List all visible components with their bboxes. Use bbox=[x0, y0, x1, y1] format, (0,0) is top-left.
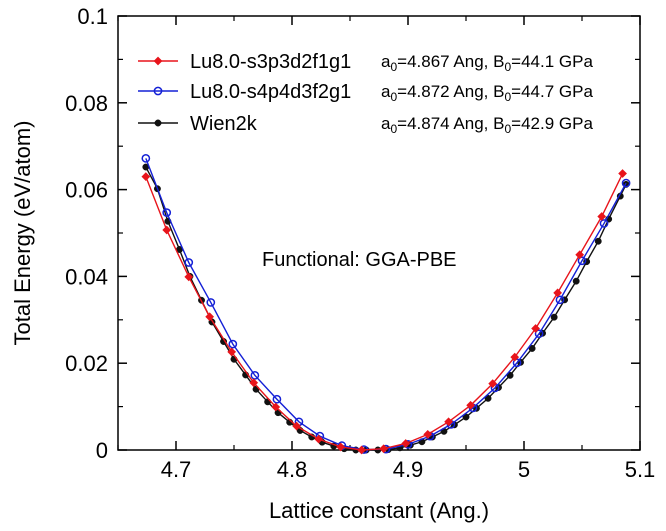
data-point bbox=[488, 379, 498, 388]
parameter-text: B bbox=[493, 52, 504, 71]
data-point bbox=[357, 445, 366, 455]
y-tick-label: 0.1 bbox=[77, 4, 108, 29]
data-point bbox=[575, 250, 585, 260]
legend-label: Lu8.0-s4p4d3f2g1 bbox=[190, 81, 351, 103]
x-tick-label: 5.1 bbox=[625, 457, 656, 482]
parameter-text: =42.9 GPa bbox=[511, 114, 593, 133]
data-point bbox=[184, 258, 194, 267]
data-point bbox=[555, 295, 565, 305]
y-tick-label: 0.02 bbox=[65, 351, 108, 376]
data-point bbox=[528, 344, 536, 352]
parameter-text: a bbox=[381, 114, 391, 133]
series-0 bbox=[141, 169, 627, 455]
y-tick-label: 0 bbox=[96, 438, 108, 463]
data-point bbox=[141, 172, 151, 181]
data-point bbox=[621, 178, 631, 188]
x-tick-label: 4.9 bbox=[393, 457, 424, 482]
legend-item: Wien2k a0=4.874 Ang, B0=42.9 GPa bbox=[138, 113, 593, 136]
legend-item: Lu8.0-s4p4d3f2g1 a0=4.872 Ang, B0=44.7 GP… bbox=[138, 81, 593, 104]
series-line bbox=[145, 158, 627, 451]
parameter-text: =44.1 GPa bbox=[511, 52, 593, 71]
data-point bbox=[599, 219, 609, 228]
data-point bbox=[597, 212, 607, 221]
data-point bbox=[423, 430, 433, 439]
data-point bbox=[553, 288, 563, 298]
x-axis: 4.7 4.8 4.9 5 5.1 bbox=[117, 16, 656, 482]
data-point bbox=[314, 434, 324, 444]
legend-parameters: a0=4.867 Ang, B0=44.1 GPa bbox=[381, 52, 593, 74]
data-point bbox=[618, 169, 627, 178]
x-tick-label: 5 bbox=[518, 457, 530, 482]
subscript: 0 bbox=[390, 122, 397, 136]
data-point bbox=[531, 324, 540, 333]
data-point bbox=[510, 352, 520, 362]
parameter-text: B bbox=[493, 82, 504, 101]
data-point bbox=[379, 444, 389, 454]
data-point bbox=[550, 313, 558, 321]
data-point bbox=[572, 277, 580, 285]
parameter-text: =44.7 GPa bbox=[511, 82, 593, 101]
data-point bbox=[249, 378, 259, 388]
x-tick-label: 4.7 bbox=[161, 457, 192, 482]
legend-marker bbox=[154, 119, 162, 127]
data-point bbox=[577, 256, 587, 266]
data-point bbox=[444, 417, 453, 427]
data-point bbox=[162, 225, 172, 235]
parameter-text: =4.874 Ang, bbox=[397, 114, 493, 133]
y-tick-label: 0.04 bbox=[65, 264, 108, 289]
functional-annotation: Functional: GGA-PBE bbox=[262, 249, 457, 271]
parameter-text: =4.867 Ang, bbox=[397, 52, 493, 71]
data-point bbox=[534, 329, 544, 339]
data-point bbox=[184, 272, 194, 282]
data-point bbox=[141, 154, 151, 163]
subscript: 0 bbox=[504, 122, 511, 136]
series-line bbox=[145, 173, 624, 451]
y-axis: 0 0.02 0.04 0.06 0.08 0.1 bbox=[65, 4, 640, 463]
x-tick-label: 4.8 bbox=[277, 457, 308, 482]
y-tick-label: 0.08 bbox=[65, 91, 108, 116]
data-point bbox=[205, 312, 215, 322]
subscript: 0 bbox=[390, 90, 397, 104]
data-point bbox=[228, 339, 238, 349]
data-point bbox=[272, 394, 282, 404]
series-1 bbox=[141, 154, 631, 454]
data-point bbox=[271, 402, 281, 412]
parameter-text: a bbox=[381, 82, 391, 101]
legend-marker bbox=[153, 56, 163, 66]
data-point bbox=[336, 442, 346, 452]
parameter-text: =4.872 Ang, bbox=[397, 82, 493, 101]
legend-marker bbox=[153, 86, 163, 96]
subscript: 0 bbox=[504, 60, 511, 74]
y-axis-label: Total Energy (eV/atom) bbox=[10, 121, 35, 346]
data-point bbox=[401, 439, 411, 448]
x-axis-label: Lattice constant (Ang.) bbox=[269, 498, 489, 523]
legend-item: Lu8.0-s3p3d2f1g1 a0=4.867 Ang, B0=44.1 GP… bbox=[138, 51, 593, 74]
data-point bbox=[206, 298, 216, 307]
data-point bbox=[250, 371, 260, 380]
data-point bbox=[292, 421, 302, 431]
subscript: 0 bbox=[504, 90, 511, 104]
subscript: 0 bbox=[390, 60, 397, 74]
data-point bbox=[162, 208, 172, 217]
data-point bbox=[227, 347, 237, 357]
legend-parameters: a0=4.872 Ang, B0=44.7 GPa bbox=[381, 82, 593, 104]
y-tick-label: 0.06 bbox=[65, 178, 108, 203]
series-2 bbox=[142, 163, 630, 454]
plot-area: 4.7 4.8 4.9 5 5.1 0 0.02 0.04 0.06 0.08 0.1 bbox=[65, 4, 655, 482]
series-layer bbox=[141, 154, 631, 455]
legend-label: Lu8.0-s3p3d2f1g1 bbox=[190, 51, 351, 73]
parameter-text: B bbox=[493, 114, 504, 133]
legend: Lu8.0-s3p3d2f1g1 a0=4.867 Ang, B0=44.1 GP… bbox=[138, 51, 593, 136]
legend-label: Wien2k bbox=[190, 113, 258, 135]
legend-parameters: a0=4.874 Ang, B0=42.9 GPa bbox=[381, 114, 593, 136]
data-point bbox=[594, 237, 602, 245]
parameter-text: a bbox=[381, 52, 391, 71]
data-point bbox=[466, 400, 476, 410]
